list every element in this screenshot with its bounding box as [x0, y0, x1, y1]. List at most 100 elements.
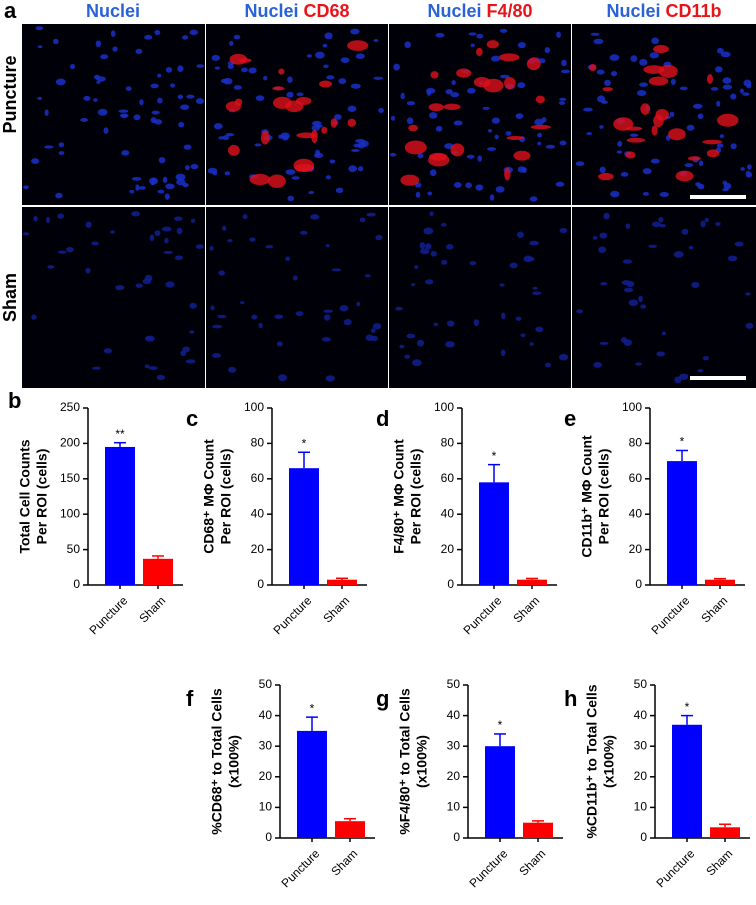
nucleus	[323, 314, 331, 321]
nucleus	[659, 192, 669, 198]
nucleus	[529, 240, 539, 246]
stain	[450, 143, 465, 157]
column-header: Nuclei CD68	[244, 1, 349, 21]
y-axis-label: %CD68⁺ to Total Cells	[209, 688, 225, 835]
nucleus	[339, 305, 349, 312]
y-tick-label: 200	[60, 436, 80, 450]
nucleus	[177, 65, 184, 72]
nucleus	[477, 155, 483, 162]
nucleus	[593, 362, 602, 368]
nucleus	[704, 217, 709, 223]
stain	[653, 45, 669, 54]
nucleus	[174, 255, 183, 261]
stain	[408, 124, 419, 132]
stain	[602, 87, 614, 92]
nucleus	[575, 161, 585, 167]
stain	[456, 68, 472, 78]
y-tick-label: 10	[634, 800, 648, 814]
nucleus	[80, 118, 89, 122]
nucleus	[600, 282, 608, 286]
nucleus	[520, 333, 526, 338]
nucleus	[576, 309, 583, 314]
nucleus	[556, 31, 561, 38]
x-tick-label: Puncture	[461, 593, 505, 637]
nucleus	[69, 63, 76, 70]
nucleus	[673, 251, 684, 258]
stain	[429, 152, 448, 161]
nucleus	[596, 69, 605, 75]
nucleus	[222, 225, 227, 231]
y-tick-label: 0	[257, 577, 264, 591]
nucleus	[350, 83, 361, 89]
nucleus	[321, 337, 331, 342]
nucleus	[623, 287, 634, 293]
nucleus	[360, 140, 369, 147]
nucleus	[555, 181, 565, 187]
nucleus	[96, 80, 101, 84]
y-tick-label: 10	[447, 800, 461, 814]
nucleus	[370, 328, 376, 333]
nucleus	[254, 143, 262, 147]
bar	[289, 468, 319, 585]
nucleus	[356, 301, 361, 307]
nucleus	[495, 186, 505, 193]
bar	[710, 827, 740, 838]
y-axis-label: CD11b⁺ MΦ Count	[579, 435, 595, 558]
nucleus	[544, 46, 551, 54]
bar	[485, 746, 515, 838]
micrograph	[22, 24, 205, 205]
nucleus	[66, 246, 74, 253]
nucleus	[406, 101, 416, 106]
y-tick-label: 10	[259, 800, 273, 814]
nucleus	[291, 176, 300, 180]
nucleus	[357, 166, 364, 172]
nucleus	[164, 237, 169, 244]
nucleus	[638, 295, 643, 303]
nucleus	[642, 192, 650, 196]
column-header: Nuclei F4/80	[427, 1, 532, 21]
nucleus	[93, 74, 101, 80]
nucleus	[435, 125, 443, 132]
nucleus	[110, 230, 115, 234]
nucleus	[702, 355, 709, 361]
scale-bar	[690, 376, 746, 380]
nucleus	[710, 87, 719, 91]
nucleus	[599, 166, 606, 174]
nucleus	[390, 115, 396, 121]
nucleus	[722, 180, 728, 185]
nucleus	[590, 32, 600, 36]
nucleus	[722, 84, 733, 90]
nucleus	[509, 262, 518, 269]
nucleus	[350, 148, 360, 152]
nucleus	[491, 55, 501, 62]
nucleus	[537, 141, 542, 146]
y-axis-label: F4/80⁺ MΦ Count	[391, 439, 407, 554]
nucleus	[55, 78, 66, 86]
nucleus	[599, 232, 608, 239]
nucleus	[465, 182, 473, 189]
nucleus	[684, 163, 694, 168]
nucleus	[611, 71, 618, 77]
nucleus	[92, 366, 101, 370]
nucleus	[154, 119, 163, 125]
nucleus	[213, 123, 223, 130]
nucleus	[366, 212, 376, 217]
nucleus	[148, 366, 158, 370]
nucleus	[697, 183, 705, 190]
nucleus	[323, 309, 334, 313]
nucleus	[414, 265, 419, 270]
nucleus	[532, 291, 542, 295]
nucleus	[433, 322, 439, 327]
nucleus	[419, 242, 426, 249]
panel-letter: h	[564, 686, 577, 711]
y-tick-label: 20	[259, 769, 273, 783]
y-tick-label: 60	[629, 471, 643, 485]
nucleus	[515, 113, 524, 120]
nucleus	[651, 221, 661, 228]
nucleus	[541, 117, 547, 123]
nucleus	[44, 145, 54, 149]
nucleus	[350, 28, 360, 35]
column-header-part: Nuclei	[86, 1, 140, 21]
stain	[706, 73, 714, 85]
